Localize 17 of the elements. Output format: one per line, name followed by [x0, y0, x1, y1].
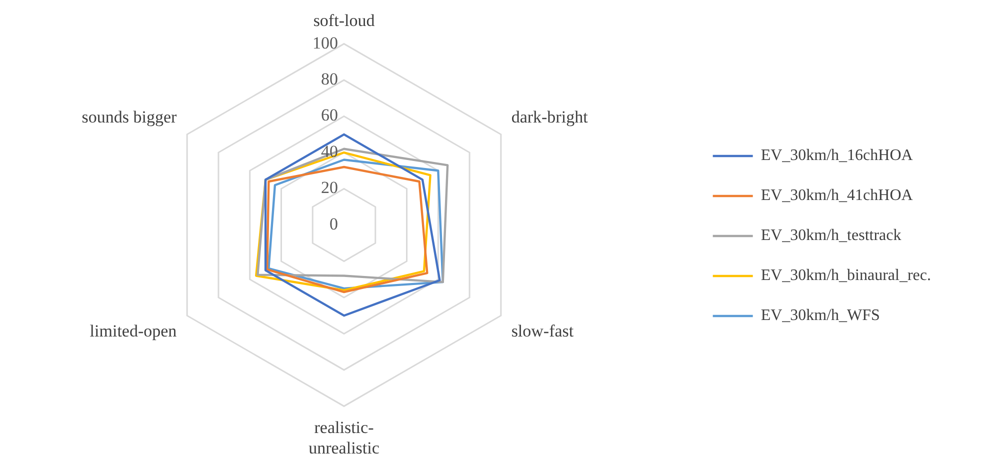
- spoke-label: realistic-unrealistic: [308, 418, 380, 458]
- spoke-label: limited-open: [90, 321, 178, 340]
- y-tick-label: 60: [321, 106, 338, 125]
- y-tick-label: 20: [321, 178, 338, 198]
- legend-label: EV_30km/h_16chHOA: [760, 147, 914, 164]
- legend-label: EV_30km/h_binaural_rec.: [760, 267, 931, 284]
- y-tick-label: 40: [321, 142, 338, 161]
- spoke-label: dark-bright: [511, 108, 588, 127]
- y-tick-label: 100: [312, 33, 338, 52]
- legend-label: EV_30km/h_41chHOA: [760, 187, 914, 204]
- spoke-label: sounds bigger: [82, 108, 178, 127]
- legend-label: EV_30km/h_testtrack: [760, 227, 902, 244]
- legend-label: EV_30km/h_WFS: [760, 307, 880, 324]
- spoke-label: slow-fast: [511, 321, 574, 340]
- y-tick-label: 0: [330, 214, 338, 234]
- spoke-label: soft-loud: [313, 11, 376, 30]
- y-tick-label: 80: [321, 70, 338, 89]
